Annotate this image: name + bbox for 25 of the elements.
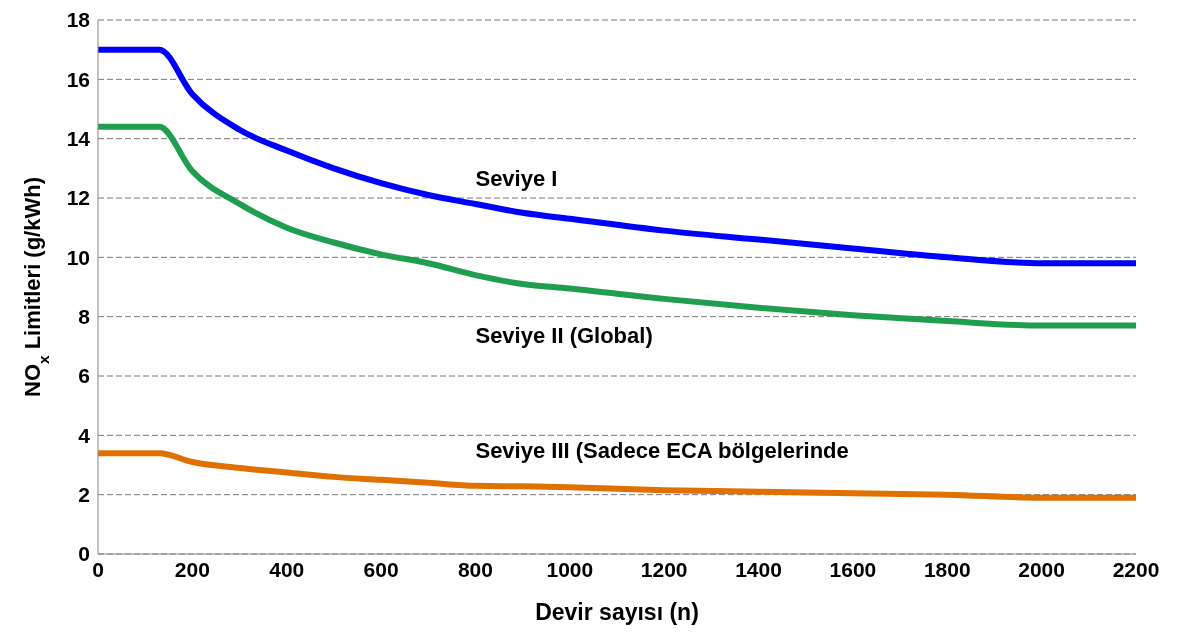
x-tick-label: 1600 <box>829 557 877 581</box>
x-tick-label: 200 <box>174 557 210 581</box>
x-tick-label: 1400 <box>735 557 782 581</box>
series-label: Seviye III (Sadece ECA bölgelerinde <box>475 437 849 463</box>
x-axis-title: Devir sayısı (n) <box>535 599 699 625</box>
series-label: Seviye I <box>475 165 558 191</box>
y-tick-label: 18 <box>66 8 91 32</box>
x-tick-label: 400 <box>269 557 305 581</box>
y-tick-label: 2 <box>78 483 90 507</box>
x-tick-label: 1800 <box>923 557 971 581</box>
series-label: Seviye II (Global) <box>475 323 653 349</box>
y-tick-label: 6 <box>78 364 90 388</box>
x-tick-label: 600 <box>363 557 399 581</box>
y-tick-label: 8 <box>78 305 91 329</box>
x-tick-label: 1200 <box>640 557 688 581</box>
y-tick-label: 14 <box>66 127 91 151</box>
y-tick-label: 4 <box>78 423 91 447</box>
x-tick-label: 1000 <box>546 557 594 581</box>
y-tick-label: 0 <box>78 542 90 566</box>
y-tick-label: 12 <box>66 186 90 210</box>
y-tick-label: 16 <box>66 67 90 91</box>
y-tick-label: 10 <box>66 245 90 269</box>
x-tick-label: 2200 <box>1112 557 1160 581</box>
x-tick-label: 800 <box>457 557 493 581</box>
x-tick-label: 2000 <box>1018 557 1065 581</box>
